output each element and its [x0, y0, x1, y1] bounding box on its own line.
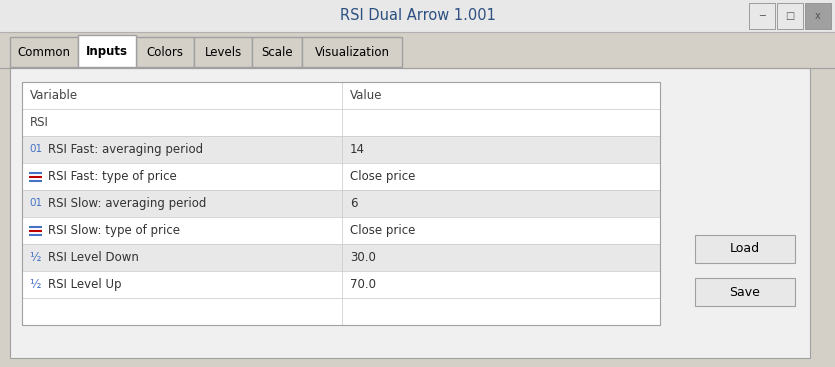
Text: Levels: Levels: [205, 46, 241, 58]
Bar: [22, 82, 660, 109]
Text: □: □: [786, 11, 795, 21]
Text: Variable: Variable: [30, 89, 78, 102]
Bar: [22, 190, 660, 217]
Text: 30.0: 30.0: [350, 251, 376, 264]
Bar: [194, 37, 252, 67]
Text: 14: 14: [350, 143, 365, 156]
Text: ½: ½: [29, 278, 40, 291]
Text: RSI: RSI: [30, 116, 49, 129]
Text: Load: Load: [730, 243, 760, 255]
Bar: [0, 0, 835, 32]
Text: x: x: [815, 11, 821, 21]
Bar: [22, 163, 660, 190]
Bar: [136, 37, 194, 67]
Text: ─: ─: [759, 11, 765, 21]
Text: Value: Value: [350, 89, 382, 102]
Text: 70.0: 70.0: [350, 278, 376, 291]
Bar: [22, 244, 660, 271]
Text: Colors: Colors: [146, 46, 184, 58]
Text: Scale: Scale: [261, 46, 293, 58]
Bar: [22, 109, 660, 136]
Text: RSI Dual Arrow 1.001: RSI Dual Arrow 1.001: [340, 8, 495, 23]
Bar: [22, 82, 660, 325]
Bar: [10, 37, 78, 67]
Bar: [252, 37, 302, 67]
Bar: [777, 3, 803, 29]
Text: Inputs: Inputs: [86, 44, 128, 58]
Bar: [22, 136, 660, 163]
Bar: [695, 235, 795, 263]
Text: Close price: Close price: [350, 224, 415, 237]
Bar: [10, 68, 810, 358]
Bar: [22, 217, 660, 244]
Bar: [695, 278, 795, 306]
Text: 6: 6: [350, 197, 357, 210]
Bar: [22, 298, 660, 325]
Text: RSI Fast: type of price: RSI Fast: type of price: [48, 170, 177, 183]
Bar: [22, 271, 660, 298]
Bar: [805, 3, 831, 29]
Bar: [302, 37, 402, 67]
Bar: [749, 3, 775, 29]
Text: RSI Slow: averaging period: RSI Slow: averaging period: [48, 197, 206, 210]
Bar: [0, 35, 835, 68]
Text: ½: ½: [29, 251, 40, 264]
Text: 01: 01: [29, 145, 42, 155]
Text: RSI Slow: type of price: RSI Slow: type of price: [48, 224, 180, 237]
Text: RSI Fast: averaging period: RSI Fast: averaging period: [48, 143, 203, 156]
Text: RSI Level Up: RSI Level Up: [48, 278, 122, 291]
Bar: [78, 35, 136, 67]
Text: Common: Common: [18, 46, 70, 58]
Text: Visualization: Visualization: [315, 46, 389, 58]
Text: RSI Level Down: RSI Level Down: [48, 251, 139, 264]
Text: 01: 01: [29, 199, 42, 208]
Text: Save: Save: [730, 286, 761, 298]
Text: Close price: Close price: [350, 170, 415, 183]
